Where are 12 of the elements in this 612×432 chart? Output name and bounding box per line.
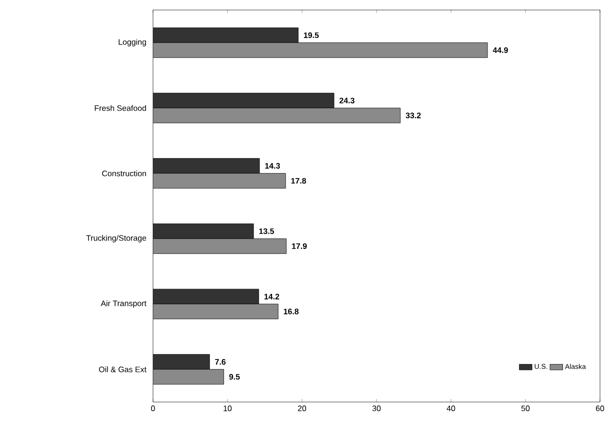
bar	[153, 42, 488, 58]
bar	[153, 158, 260, 174]
bar	[153, 173, 286, 188]
bar	[153, 238, 287, 254]
bar	[153, 288, 259, 304]
bar	[153, 304, 278, 320]
bar	[153, 354, 210, 370]
bar	[153, 224, 254, 239]
bar	[153, 28, 298, 43]
bar	[153, 369, 224, 384]
bar	[153, 108, 401, 124]
bar	[153, 92, 334, 108]
